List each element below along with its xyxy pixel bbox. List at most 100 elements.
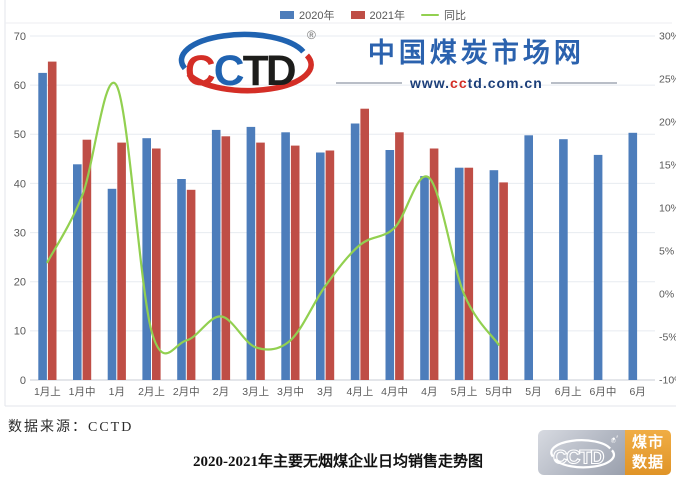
legend-label: 同比: [443, 10, 466, 22]
left-axis-label: 60: [14, 80, 26, 92]
bar-2021年: [117, 142, 126, 380]
url-right-rule: [550, 82, 617, 84]
x-axis-label: 1月: [109, 386, 125, 398]
x-axis-label: 3月中: [277, 385, 304, 398]
legend: 2020年 2021年 同比: [70, 7, 676, 23]
x-axis-label: 5月中: [485, 385, 512, 398]
bar-2021年: [221, 136, 231, 380]
x-axis-label: 4月: [421, 386, 437, 398]
yoy-line: [46, 81, 500, 355]
bar-2021年: [290, 145, 300, 380]
bar-2020年: [385, 150, 395, 380]
bar-2021年: [360, 108, 369, 380]
x-axis-label: 5月上: [451, 386, 478, 398]
bar-2020年: [593, 154, 603, 380]
bar-2020年: [559, 139, 568, 380]
badge-line1: 煤市: [631, 434, 664, 451]
badge-text-panel: 煤市 数据: [625, 430, 671, 475]
cctd-data-badge: •′ CCTD ® 煤市 数据: [538, 430, 671, 475]
left-axis-label: 0: [20, 375, 26, 387]
bar-2020年: [281, 132, 290, 380]
chart-canvas: 0 10 20 30 40 50 60 70 -10% -5% 0% 5% 10% 15% 20% 25% 30…: [4, 0, 676, 407]
left-axis-label: 50: [14, 129, 26, 141]
bar-2021年: [464, 167, 474, 380]
site-name: 中国煤炭市场网: [367, 38, 585, 68]
bar-2020年: [107, 188, 117, 380]
bar-2021年: [152, 148, 161, 380]
x-axis-label: 6月中: [589, 385, 616, 398]
right-axis-label: -5%: [659, 332, 676, 344]
left-axis-label: 10: [14, 326, 26, 338]
bar-2021年: [186, 189, 196, 380]
legend-item: 同比: [420, 7, 466, 23]
right-axis-label: 15%: [659, 160, 676, 172]
bar-2020年: [420, 176, 429, 380]
chart-title: 2020-2021年主要无烟煤企业日均销售走势图: [193, 454, 483, 470]
bar-2021年: [47, 61, 57, 380]
x-axis-label: 4月上: [346, 386, 373, 398]
bar-2020年: [454, 167, 464, 380]
logo-bottom-arc: [186, 53, 314, 94]
badge-registered-mark-icon: ®: [611, 438, 616, 445]
right-axis-label: -10%: [659, 375, 676, 387]
x-axis-label: 5月: [525, 386, 541, 398]
legend-label: 2021年: [369, 10, 405, 22]
bar-2020年: [628, 132, 638, 380]
right-axis-label: 20%: [659, 117, 676, 129]
bar-2020年: [316, 152, 325, 380]
right-axis-label: 5%: [659, 246, 674, 258]
left-axis-label: 20: [14, 277, 26, 289]
right-axis-label: 0%: [659, 289, 674, 301]
bar-2020年: [211, 129, 221, 380]
bar-2020年: [142, 138, 151, 380]
bar-2020年: [177, 179, 186, 380]
x-axis-label: 3月上: [242, 386, 269, 398]
left-axis-label: 40: [14, 178, 26, 190]
bar-2020年: [524, 135, 533, 380]
legend-swatch-bar: [280, 11, 295, 19]
bar-2021年: [395, 132, 404, 380]
bar-2021年: [325, 150, 335, 380]
logo-letters: CCTD: [185, 47, 297, 95]
site-url: www.cctd.com.cn: [410, 75, 543, 91]
cctd-logo: CCTD ®: [178, 28, 316, 95]
x-axis-label: 2月上: [138, 386, 165, 398]
bar-2020年: [350, 123, 360, 380]
x-axis-label: 3月: [317, 386, 333, 398]
bar-2020年: [489, 170, 499, 380]
x-axis-label: 6月: [629, 386, 645, 398]
x-axis-label: 1月中: [69, 385, 96, 398]
watermark-text: 中国煤炭市场网 www.cctd.com.cn: [336, 31, 617, 91]
bar-2020年: [73, 164, 82, 380]
badge-logo-panel: •′ CCTD ®: [538, 430, 625, 475]
bar-2021年: [256, 142, 265, 380]
right-axis-label: 25%: [659, 74, 676, 86]
url-left-rule: [336, 82, 402, 84]
x-axis-label: 2月中: [173, 385, 200, 398]
bar-2021年: [429, 148, 439, 380]
bar-2021年: [82, 139, 92, 380]
left-axis-label: 70: [14, 31, 26, 43]
bar-2020年: [246, 126, 256, 381]
watermark: CCTD ® 中国煤炭市场网 www.cctd.com.cn: [166, 24, 617, 98]
badge-line2: 数据: [631, 453, 664, 471]
legend-label: 2020年: [299, 10, 335, 22]
x-axis-label: 2月: [213, 386, 229, 398]
bar-2020年: [38, 72, 47, 381]
legend-swatch-bar: [350, 11, 365, 19]
x-axis-label: 6月上: [555, 386, 582, 398]
badge-logo-bottom-arc: [553, 449, 615, 468]
right-axis-label: 30%: [659, 31, 676, 43]
registered-mark-icon: ®: [307, 28, 316, 42]
logo-top-arc: [178, 31, 306, 71]
data-source-label: 数据来源：CCTD: [8, 420, 134, 435]
right-axis-label: 10%: [659, 203, 676, 215]
shine-icon: •′: [612, 434, 619, 444]
badge-logo-top-arc: [549, 438, 611, 457]
x-axis-label: 4月中: [381, 385, 408, 398]
legend-item: 2021年: [350, 7, 405, 23]
site-url-row: www.cctd.com.cn: [336, 75, 617, 91]
bar-2021年: [499, 182, 508, 380]
left-axis-label: 30: [14, 227, 26, 239]
